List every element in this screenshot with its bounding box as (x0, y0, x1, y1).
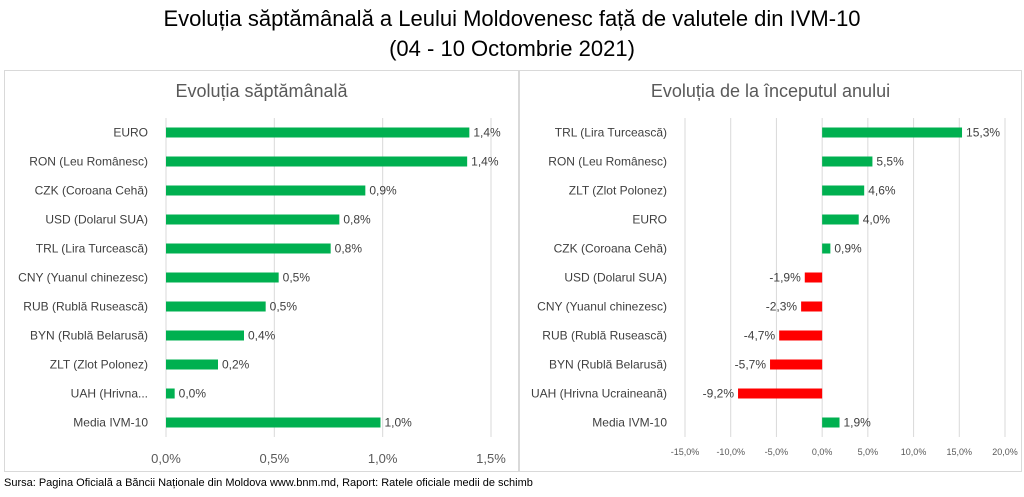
ytd-chart-panel: Evoluția de la începutul anului -15,0% -1… (519, 70, 1022, 472)
bar (770, 359, 823, 370)
category-label: EURO (632, 213, 667, 227)
bar (822, 185, 865, 196)
category-label: CZK (Coroana Cehă) (554, 242, 667, 256)
x-tick-label: 20,0% (992, 447, 1018, 457)
data-label: 15,3% (966, 126, 1000, 140)
x-tick-label: 5,0% (858, 447, 879, 457)
data-label: 4,0% (863, 213, 891, 227)
data-label: 0,5% (270, 300, 298, 314)
x-tick-label: 1,5% (476, 451, 506, 466)
data-label: 1,0% (385, 416, 413, 430)
bar (779, 330, 823, 341)
category-label: RON (Leu Românesc) (29, 155, 148, 169)
category-label: BYN (Rublă Belarusă) (549, 358, 667, 372)
category-label: CNY (Yuanul chinezesc) (537, 300, 667, 314)
category-label: EURO (113, 126, 148, 140)
category-label: RUB (Rublă Rusească) (542, 329, 667, 343)
data-label: 0,8% (335, 242, 363, 256)
category-label: ZLT (Zlot Polonez) (50, 358, 148, 372)
chart-main-title: Evoluția săptămânală a Leului Moldovenes… (0, 4, 1024, 64)
category-label: RON (Leu Românesc) (548, 155, 667, 169)
bar (166, 185, 366, 196)
data-label: 4,6% (868, 184, 896, 198)
x-tick-label: 1,0% (368, 451, 398, 466)
data-label: 1,4% (473, 126, 501, 140)
category-label: USD (Dolarul SUA) (564, 271, 667, 285)
category-label: Media IVM-10 (73, 416, 148, 430)
data-label: -1,9% (769, 271, 801, 285)
data-label: 0,4% (248, 329, 276, 343)
ytd-chart-title: Evoluția de la începutul anului (650, 81, 891, 101)
category-label: TRL (Lira Turcească) (36, 242, 148, 256)
bar (166, 388, 175, 399)
weekly-chart-title: Evoluția săptămânală (175, 81, 348, 101)
weekly-chart-panel: Evoluția săptămânală 0,0% 0,5% 1,0% 1,5% EUR… (4, 70, 519, 472)
data-label: 0,9% (834, 242, 862, 256)
data-label: 1,9% (844, 416, 872, 430)
bar (166, 243, 331, 254)
source-note: Sursa: Pagina Oficială a Băncii Național… (4, 477, 533, 489)
x-tick-label: 15,0% (947, 447, 973, 457)
bar (166, 417, 381, 428)
category-label: UAH (Hrivna... (71, 387, 148, 401)
category-label: TRL (Lira Turcească) (555, 126, 667, 140)
bar (822, 127, 963, 138)
bar (804, 272, 823, 283)
x-tick-label: 10,0% (901, 447, 927, 457)
x-tick-label: 0,0% (151, 451, 181, 466)
bar (738, 388, 823, 399)
category-label: Media IVM-10 (592, 416, 667, 430)
ytd-chart-svg: -15,0% -10,0% -5,0% 0,0% 5,0% 10,0% 15,0% 20,0%… (531, 118, 1018, 457)
bar (166, 301, 266, 312)
x-tick-label: -5,0% (765, 447, 789, 457)
category-label: RUB (Rublă Rusească) (23, 300, 148, 314)
bar (822, 243, 831, 254)
data-label: 0,2% (222, 358, 250, 372)
category-label: USD (Dolarul SUA) (45, 213, 148, 227)
bar (822, 417, 840, 428)
x-tick-label: 0,5% (260, 451, 290, 466)
data-label: 0,8% (343, 213, 371, 227)
data-label: -2,3% (766, 300, 798, 314)
category-label: CNY (Yuanul chinezesc) (18, 271, 148, 285)
weekly-chart-svg: 0,0% 0,5% 1,0% 1,5% EURO 1,4% RON (Leu Românes… (18, 118, 506, 466)
bar (166, 330, 244, 341)
x-tick-label: 0,0% (812, 447, 833, 457)
bar (801, 301, 823, 312)
data-label: -5,7% (735, 358, 767, 372)
x-tick-label: -15,0% (671, 447, 700, 457)
data-label: 5,5% (876, 155, 904, 169)
data-label: 1,4% (471, 155, 499, 169)
bar (822, 214, 859, 225)
data-label: 0,9% (369, 184, 397, 198)
category-label: BYN (Rublă Belarusă) (30, 329, 148, 343)
data-label: -4,7% (744, 329, 776, 343)
data-label: 0,5% (283, 271, 311, 285)
main-title-line1: Evoluția săptămânală a Leului Moldovenes… (163, 6, 861, 31)
data-label: 0,0% (179, 387, 207, 401)
category-label: ZLT (Zlot Polonez) (569, 184, 667, 198)
x-tick-label: -10,0% (716, 447, 745, 457)
bar (166, 127, 470, 138)
bar (166, 359, 218, 370)
data-label: -9,2% (703, 387, 735, 401)
bar (822, 156, 873, 167)
category-label: CZK (Coroana Cehă) (35, 184, 148, 198)
category-label: UAH (Hrivna Ucraineană) (531, 387, 667, 401)
bar (166, 214, 340, 225)
main-title-line2: (04 - 10 Octombrie 2021) (389, 36, 635, 61)
bar (166, 156, 468, 167)
bar (166, 272, 279, 283)
